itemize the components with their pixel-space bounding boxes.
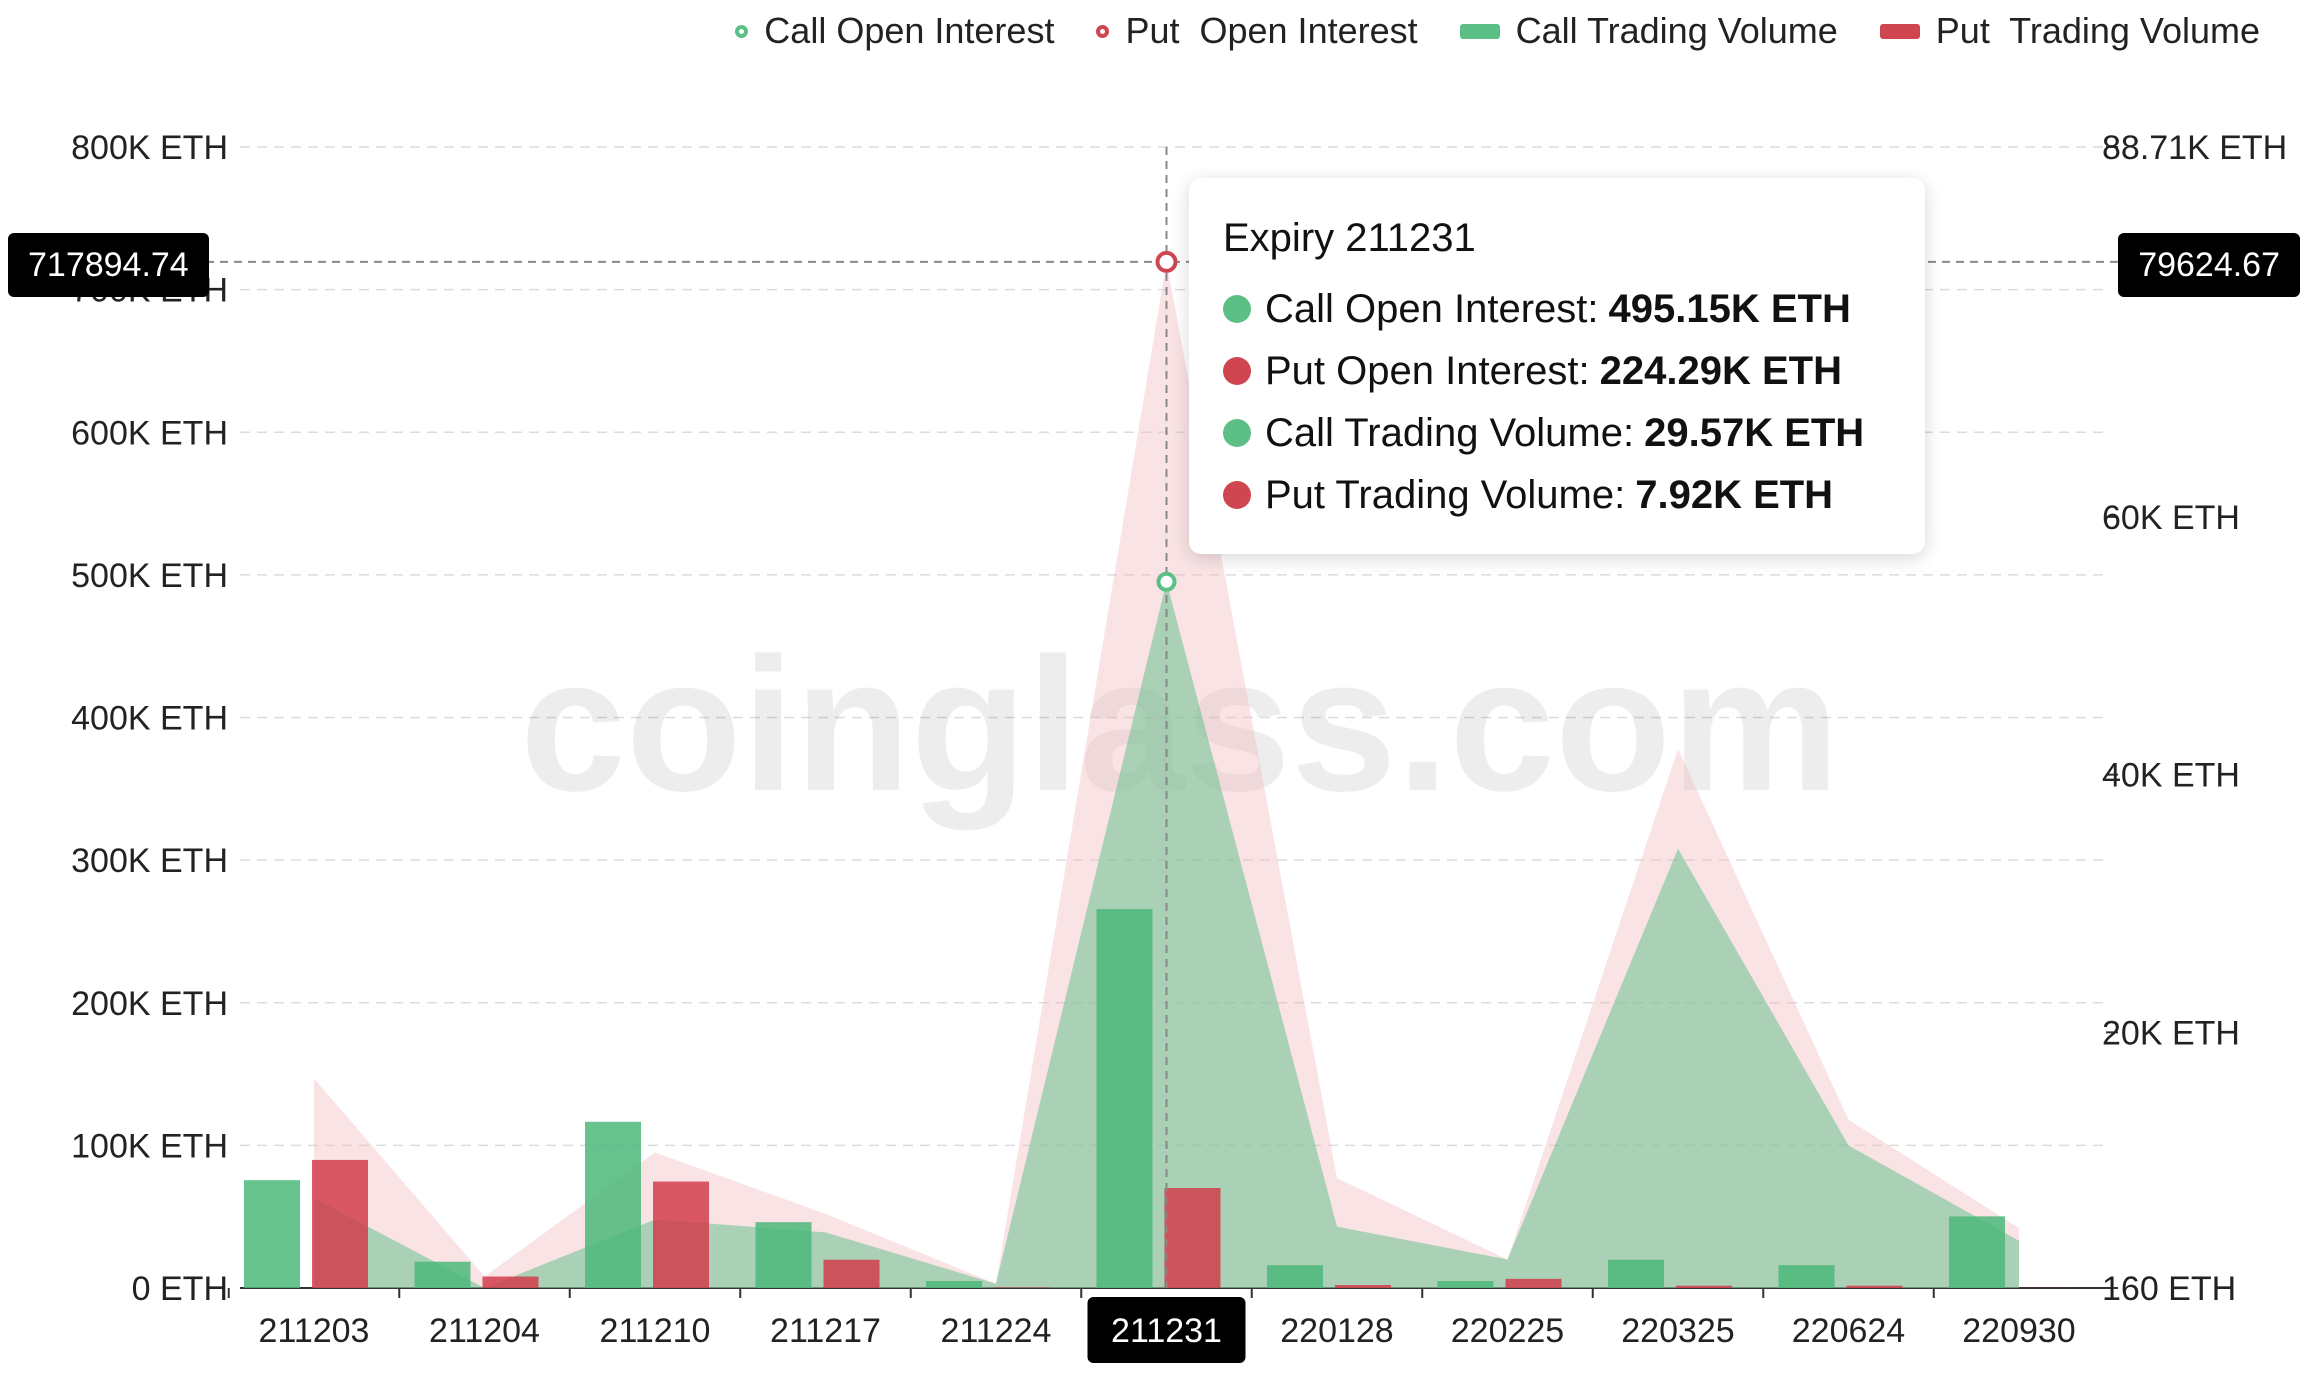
ring-marker-icon xyxy=(1096,25,1109,38)
crosshair-left-value-label: 717894.74 xyxy=(8,233,209,297)
tooltip-value: 7.92K ETH xyxy=(1635,473,1833,518)
legend-label: Call Trading Volume xyxy=(1516,10,1838,52)
bar-put-trading-volume xyxy=(483,1277,539,1288)
legend-item-put-trading-volume[interactable]: Put Trading Volume xyxy=(1880,10,2260,52)
bar-call-trading-volume xyxy=(926,1281,982,1288)
x-tick-label: 220930 xyxy=(1962,1312,2075,1350)
bar-call-trading-volume xyxy=(1097,909,1153,1288)
x-tick-label: 220624 xyxy=(1792,1312,1905,1350)
x-tick-label: 211204 xyxy=(429,1312,540,1350)
tooltip-value: 29.57K ETH xyxy=(1644,411,1864,456)
legend-label: Put Open Interest xyxy=(1125,10,1417,52)
legend-item-put-open-interest[interactable]: Put Open Interest xyxy=(1096,10,1417,52)
y-left-tick-label: 600K ETH xyxy=(71,414,228,452)
tooltip-label: Put Open Interest: xyxy=(1265,349,1590,394)
bar-put-trading-volume xyxy=(653,1182,709,1288)
legend: Call Open Interest Put Open Interest Cal… xyxy=(735,10,2260,52)
dot-icon xyxy=(1223,357,1251,385)
y-right-tick-label: 160 ETH xyxy=(2102,1270,2236,1308)
bar-call-trading-volume xyxy=(1438,1281,1494,1288)
tooltip-title: Expiry 211231 xyxy=(1223,216,1891,266)
y-left-tick-label: 100K ETH xyxy=(71,1127,228,1165)
dot-icon xyxy=(1223,481,1251,509)
x-tick-label: 220225 xyxy=(1451,1312,1564,1350)
tooltip-value: 495.15K ETH xyxy=(1609,287,1851,332)
bar-call-trading-volume xyxy=(1267,1265,1323,1288)
legend-item-call-trading-volume[interactable]: Call Trading Volume xyxy=(1460,10,1838,52)
x-crosshair-label: 211231 xyxy=(1111,1312,1222,1350)
bar-put-trading-volume xyxy=(1676,1286,1732,1288)
x-tick-label: 220325 xyxy=(1621,1312,1734,1350)
dot-icon xyxy=(1223,419,1251,447)
put-open-interest-point xyxy=(1158,253,1176,271)
ring-marker-icon xyxy=(735,25,748,38)
tooltip-row-call-trading-volume: Call Trading Volume: 29.57K ETH xyxy=(1223,402,1891,464)
bar-put-trading-volume xyxy=(1165,1188,1221,1288)
tooltip-label: Call Open Interest: xyxy=(1265,287,1599,332)
tooltip-row-call-open-interest: Call Open Interest: 495.15K ETH xyxy=(1223,278,1891,340)
tooltip: Expiry 211231 Call Open Interest: 495.15… xyxy=(1189,178,1925,554)
bar-put-trading-volume xyxy=(1506,1279,1562,1288)
bar-call-trading-volume xyxy=(756,1222,812,1288)
bar-swatch-icon xyxy=(1460,24,1500,39)
y-left-tick-label: 500K ETH xyxy=(71,557,228,595)
bar-call-trading-volume xyxy=(1779,1265,1835,1288)
y-left-tick-label: 300K ETH xyxy=(71,842,228,880)
bar-call-trading-volume xyxy=(415,1262,471,1288)
tooltip-label: Put Trading Volume: xyxy=(1265,473,1625,518)
tooltip-label: Call Trading Volume: xyxy=(1265,411,1634,456)
y-left-tick-label: 400K ETH xyxy=(71,700,228,738)
x-tick-label: 220128 xyxy=(1280,1312,1393,1350)
bar-put-trading-volume xyxy=(1847,1286,1903,1288)
bar-call-trading-volume xyxy=(244,1180,300,1288)
call-open-interest-point xyxy=(1159,574,1175,590)
x-tick-label: 211210 xyxy=(600,1312,711,1350)
y-right-tick-label: 60K ETH xyxy=(2102,499,2240,537)
legend-item-call-open-interest[interactable]: Call Open Interest xyxy=(735,10,1054,52)
x-tick-label: 211217 xyxy=(770,1312,881,1350)
y-left-tick-label: 200K ETH xyxy=(71,985,228,1023)
y-right-tick-label: 20K ETH xyxy=(2102,1014,2240,1052)
legend-label: Put Trading Volume xyxy=(1936,10,2260,52)
tooltip-value: 224.29K ETH xyxy=(1600,349,1842,394)
dot-icon xyxy=(1223,295,1251,323)
crosshair-right-value-label: 79624.67 xyxy=(2118,233,2300,297)
x-tick-label: 211203 xyxy=(259,1312,370,1350)
bar-put-trading-volume xyxy=(312,1160,368,1288)
bar-put-trading-volume xyxy=(1335,1285,1391,1288)
bar-put-trading-volume xyxy=(824,1260,880,1288)
y-right-tick-label: 88.71K ETH xyxy=(2102,129,2287,167)
bar-call-trading-volume xyxy=(585,1122,641,1288)
tooltip-row-put-open-interest: Put Open Interest: 224.29K ETH xyxy=(1223,340,1891,402)
y-right-tick-label: 40K ETH xyxy=(2102,757,2240,795)
legend-label: Call Open Interest xyxy=(764,10,1054,52)
y-left-tick-label: 800K ETH xyxy=(71,129,228,167)
bar-put-trading-volume xyxy=(994,1287,1050,1288)
bar-swatch-icon xyxy=(1880,24,1920,39)
tooltip-row-put-trading-volume: Put Trading Volume: 7.92K ETH xyxy=(1223,464,1891,526)
y-left-tick-label: 0 ETH xyxy=(132,1270,228,1308)
x-tick-label: 211224 xyxy=(941,1312,1052,1350)
bar-call-trading-volume xyxy=(1608,1260,1664,1288)
bar-call-trading-volume xyxy=(1949,1216,2005,1288)
